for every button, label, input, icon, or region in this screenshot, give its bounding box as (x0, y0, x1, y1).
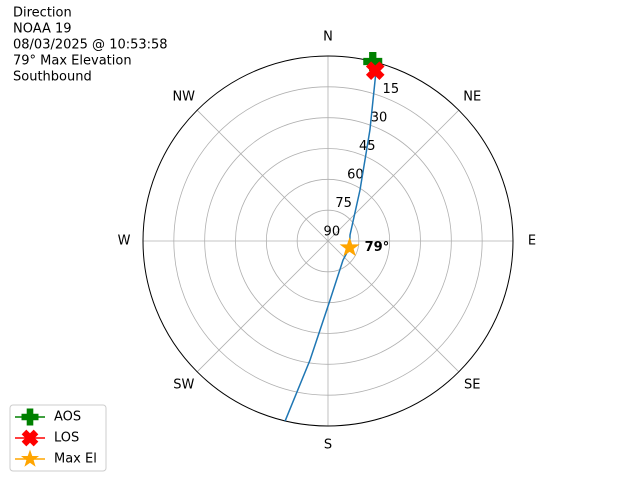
grid-spoke (196, 109, 329, 242)
legend-label: LOS (54, 431, 79, 446)
title-line: Direction (13, 6, 72, 21)
marker-x (365, 61, 385, 80)
title-line: 08/03/2025 @ 10:53:58 (13, 38, 168, 53)
x-tick-label: S (324, 438, 332, 453)
marker-plus (21, 408, 39, 426)
title-line: 79° Max Elevation (13, 54, 132, 69)
marker-x (21, 429, 39, 447)
x-tick-label: E (528, 234, 536, 249)
x-tick-label: SW (173, 378, 194, 393)
grid-spoke (196, 240, 329, 373)
x-tick-label: SE (464, 378, 480, 393)
r-tick-label: 30 (371, 110, 388, 125)
r-tick-label: 60 (347, 167, 364, 182)
x-tick-label: W (118, 234, 131, 249)
legend-label: AOS (54, 410, 81, 425)
title-line: Southbound (13, 70, 92, 85)
x-tick-label: NE (463, 89, 481, 104)
polar-frame (142, 55, 514, 427)
legend-label: Max El (54, 452, 97, 467)
r-tick-label: 90 (324, 224, 341, 239)
marker-star (20, 449, 40, 467)
legend-box (9, 404, 107, 472)
grid-spoke (327, 109, 460, 242)
marker-star (339, 237, 360, 257)
r-tick-label: 15 (383, 82, 400, 97)
x-tick-label: NW (172, 89, 195, 104)
title-line: NOAA 19 (13, 22, 72, 37)
x-tick-label: N (323, 30, 333, 45)
r-tick-label: 75 (335, 196, 352, 211)
grid-spoke (327, 240, 460, 373)
annotation: 79° (365, 240, 390, 255)
